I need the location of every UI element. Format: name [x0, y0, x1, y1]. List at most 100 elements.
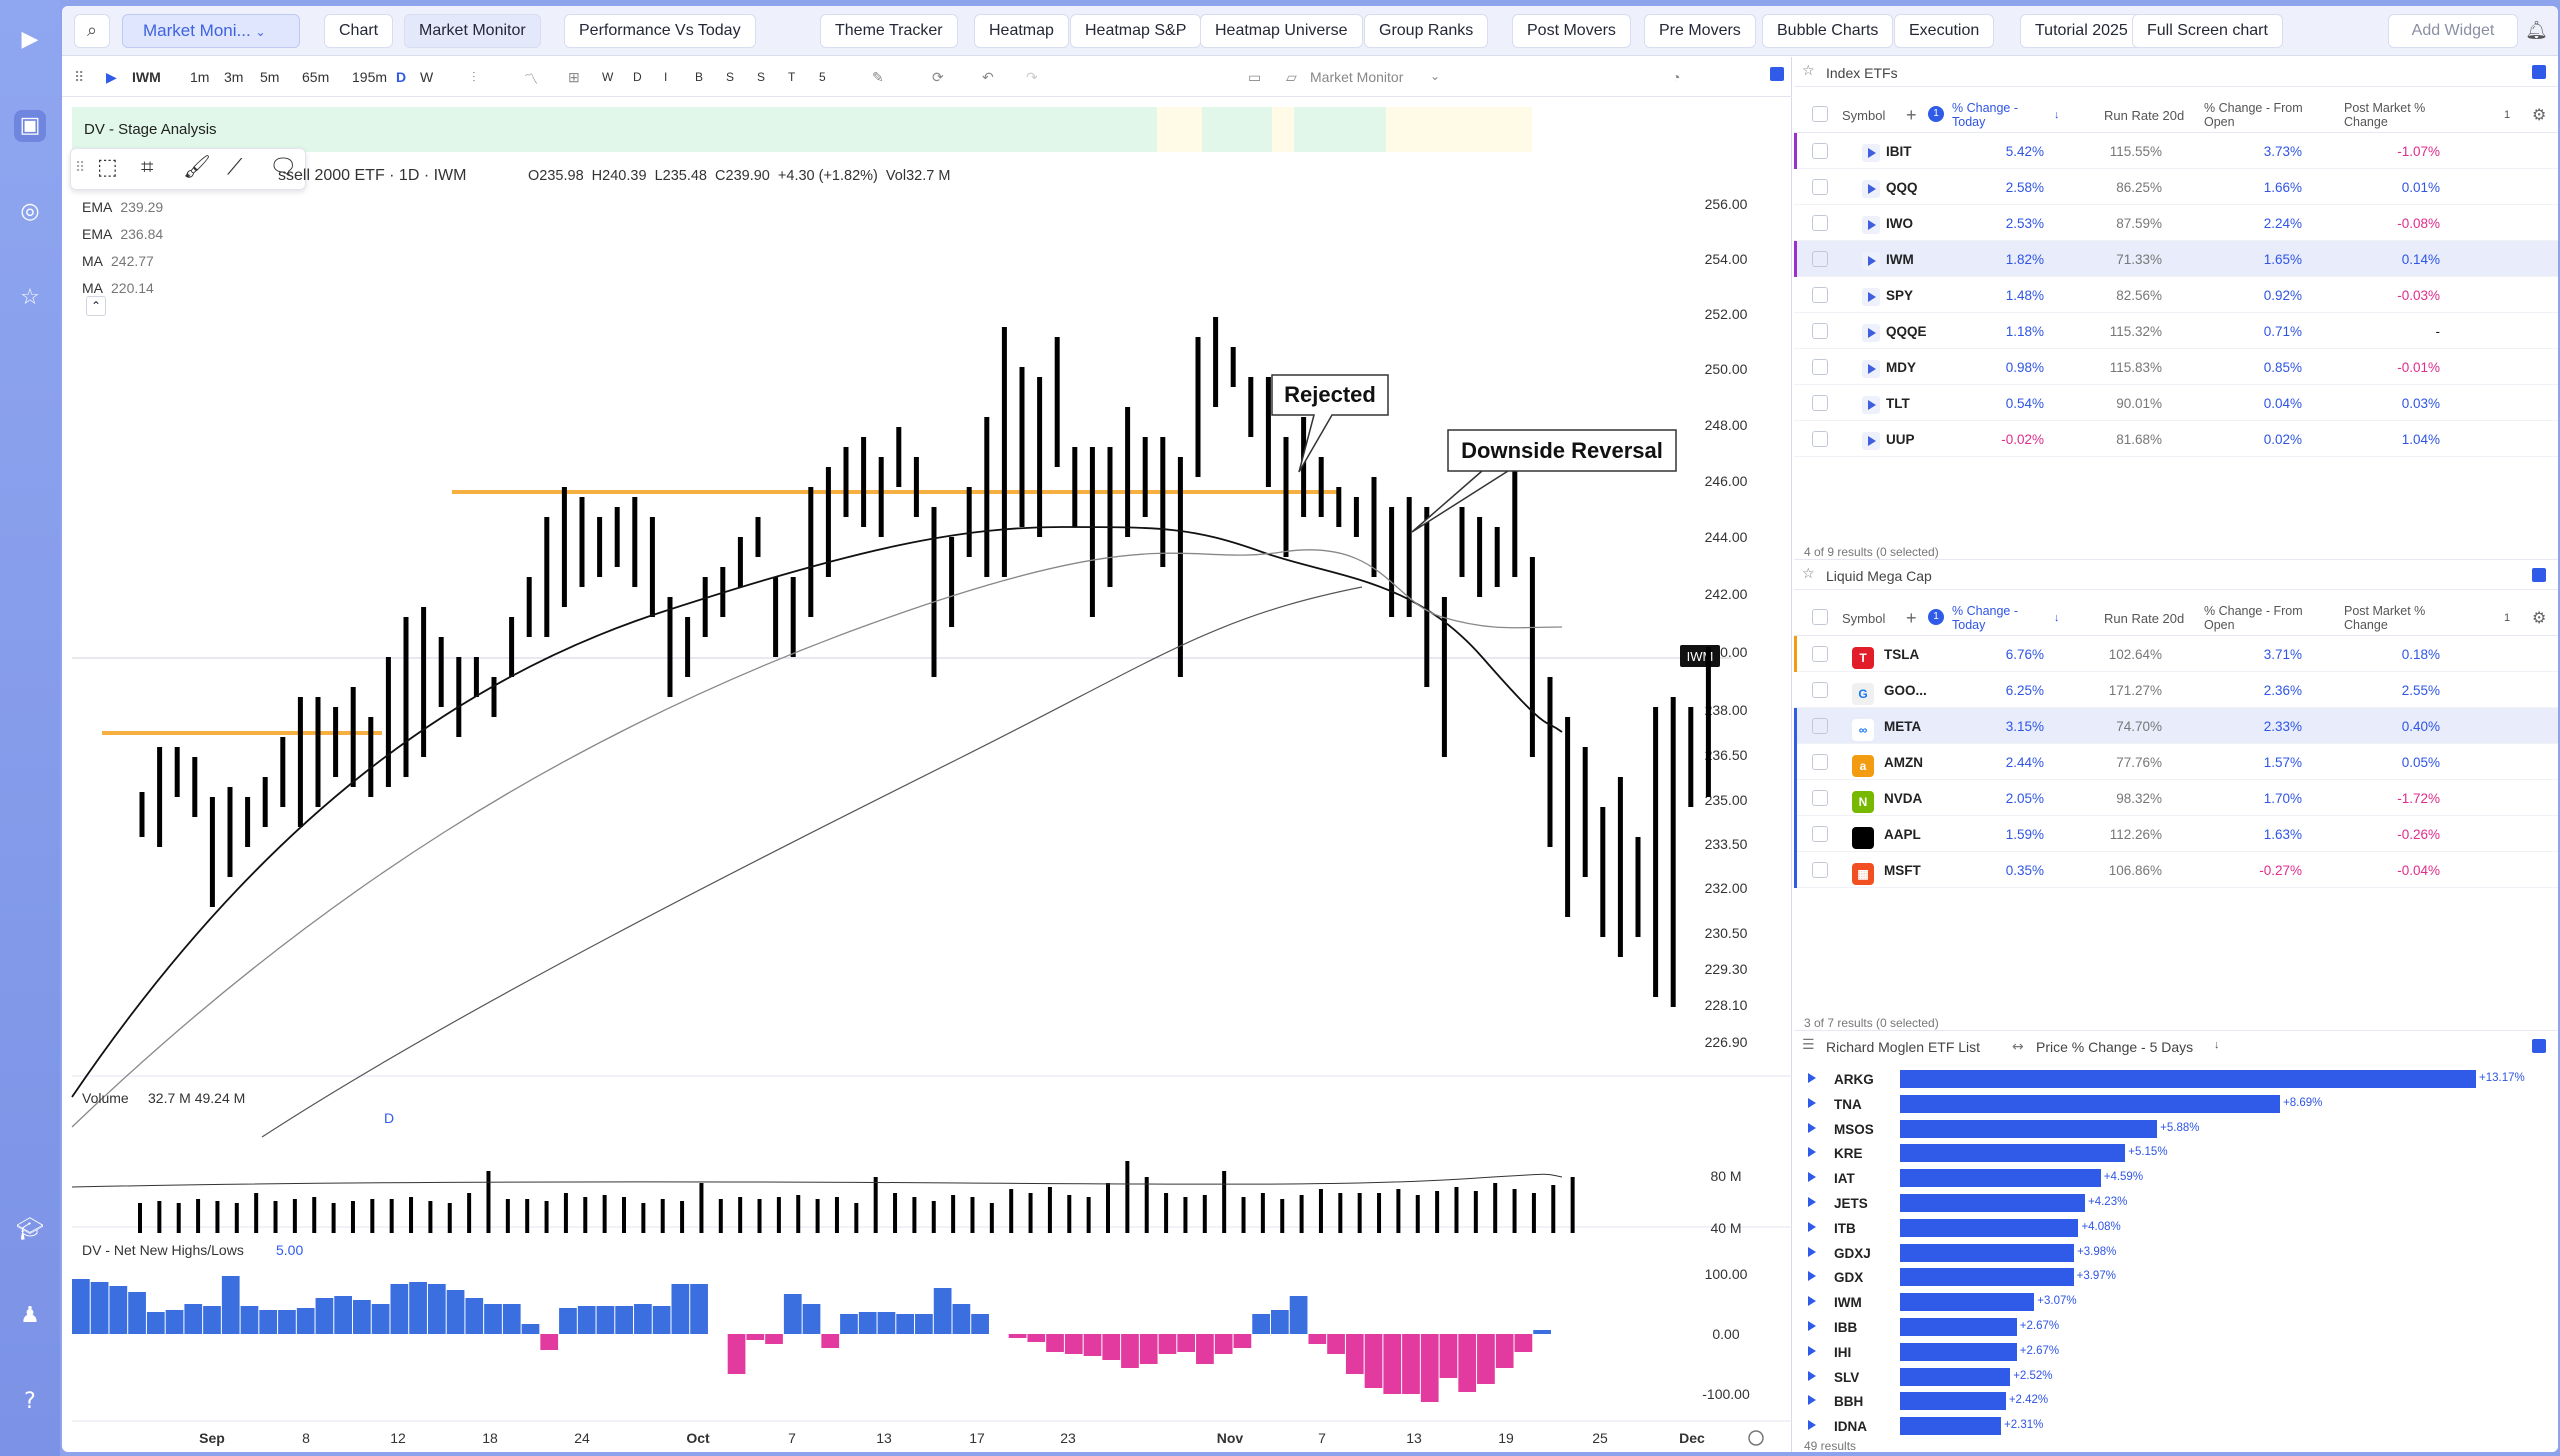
table-row[interactable]: QQQE 1.18% 115.32% 0.71% - [1794, 313, 2558, 349]
symbol-cell[interactable]: IWO [1886, 216, 1913, 231]
table-row[interactable]: ∞ META 3.15% 74.70% 2.33% 0.40% [1794, 708, 2558, 744]
etf-bar-row[interactable]: IWM +3.07% [1794, 1290, 2558, 1315]
play-icon[interactable] [1808, 1122, 1816, 1133]
col-change-open[interactable]: % Change - From Open [2204, 604, 2303, 632]
play-icon[interactable] [1808, 1172, 1816, 1183]
indicator-legend-row[interactable]: MA 242.77 [82, 253, 154, 269]
etf-bar-row[interactable]: BBH +2.42% [1794, 1389, 2558, 1414]
row-checkbox[interactable] [1812, 826, 1828, 842]
layout-grid-icon[interactable]: ⊞ [568, 69, 580, 85]
etf-bar-row[interactable]: IDNA +2.31% [1794, 1414, 2558, 1437]
weekday-filter[interactable]: T [788, 70, 796, 84]
weekday-filter[interactable]: B [695, 70, 704, 84]
interval-w[interactable]: W [420, 69, 434, 85]
select-all-checkbox[interactable] [1812, 609, 1828, 625]
bell-icon[interactable]: 🔔︎ [2525, 20, 2548, 41]
tab-full-screen-chart[interactable]: Full Screen chart [2132, 14, 2283, 48]
metric-selector[interactable]: Price % Change - 5 Days [2036, 1039, 2194, 1055]
indicator-legend-row[interactable]: EMA 239.29 [82, 199, 163, 215]
symbol-cell[interactable]: IWM [1886, 252, 1914, 267]
redo-icon[interactable]: ↷ [1026, 69, 1038, 85]
rectangle-tool-icon[interactable]: ⬚ [97, 155, 118, 180]
tab-tutorial-2025[interactable]: Tutorial 2025 [2020, 14, 2143, 48]
interval-5m[interactable]: 5m [260, 69, 280, 85]
weekday-filter[interactable]: D [633, 70, 642, 84]
symbol-cell[interactable]: META [1884, 719, 1922, 734]
col-run-rate[interactable]: Run Rate 20d [2104, 108, 2185, 123]
etf-bar-row[interactable]: SLV +2.52% [1794, 1365, 2558, 1390]
feed-icon[interactable]: ◎ [20, 199, 40, 224]
play-icon[interactable] [1862, 432, 1880, 450]
row-checkbox[interactable] [1812, 179, 1828, 195]
col-change-today[interactable]: % Change - Today [1952, 101, 2019, 129]
symbol-cell[interactable]: GOO... [1884, 683, 1927, 698]
indicator-legend-row[interactable]: MA 220.14 [82, 280, 154, 296]
play-icon[interactable] [1808, 1296, 1816, 1307]
table-row[interactable]: IWM 1.82% 71.33% 1.65% 0.14% [1794, 241, 2558, 277]
row-checkbox[interactable] [1812, 143, 1828, 159]
etf-bar-row[interactable]: IHI +2.67% [1794, 1340, 2558, 1365]
star-icon[interactable]: ☆ [1802, 566, 1815, 582]
col-symbol[interactable]: Symbol [1842, 611, 1886, 626]
add-column-icon[interactable]: + [1906, 105, 1917, 125]
etf-bar-row[interactable]: IAT +4.59% [1794, 1166, 2558, 1191]
account-icon[interactable]: ♟ [20, 1303, 40, 1328]
tab-execution[interactable]: Execution [1894, 14, 1995, 48]
weekday-filter[interactable]: S [726, 70, 735, 84]
indicators-icon[interactable]: ⫶ [472, 69, 476, 85]
play-icon[interactable] [1808, 1073, 1816, 1083]
tab-heatmap-s-p[interactable]: Heatmap S&P [1070, 14, 1202, 48]
play-icon[interactable] [1862, 180, 1880, 198]
tab-performance-vs-today[interactable]: Performance Vs Today [564, 14, 756, 48]
etf-bar-row[interactable]: IBB +2.67% [1794, 1315, 2558, 1340]
sort-desc-icon[interactable]: ↓ [2054, 612, 2060, 624]
row-checkbox[interactable] [1812, 646, 1828, 662]
etf-bar-row[interactable]: MSOS +5.88% [1794, 1117, 2558, 1142]
row-checkbox[interactable] [1812, 251, 1828, 267]
table-row[interactable]: IBIT 5.42% 115.55% 3.73% -1.07% [1794, 133, 2558, 169]
col-change-open[interactable]: % Change - From Open [2204, 101, 2303, 129]
row-checkbox[interactable] [1812, 359, 1828, 375]
add-widget-button[interactable]: Add Widget [2388, 14, 2518, 48]
play-icon[interactable] [1862, 396, 1880, 414]
play-icon[interactable] [1808, 1345, 1816, 1356]
row-checkbox[interactable] [1812, 431, 1828, 447]
star-icon[interactable]: ☆ [1802, 63, 1815, 79]
play-icon[interactable] [1808, 1395, 1816, 1406]
row-checkbox[interactable] [1812, 754, 1828, 770]
brush-tool-icon[interactable]: 🖌︎ [183, 155, 211, 180]
tab-market-monitor[interactable]: Market Monitor [404, 14, 541, 48]
play-icon[interactable] [1862, 252, 1880, 270]
alert-icon[interactable]: ◔ [1672, 69, 1681, 85]
row-checkbox[interactable] [1812, 395, 1828, 411]
row-checkbox[interactable] [1812, 323, 1828, 339]
interval-195m[interactable]: 195m [352, 69, 388, 85]
play-icon[interactable] [1808, 1221, 1816, 1232]
table-row[interactable]: QQQ 2.58% 86.25% 1.66% 0.01% [1794, 169, 2558, 205]
table-row[interactable]: N NVDA 2.05% 98.32% 1.70% -1.72% [1794, 780, 2558, 816]
tab-post-movers[interactable]: Post Movers [1512, 14, 1631, 48]
link-indicator[interactable] [2532, 1039, 2546, 1053]
sync-indicator[interactable] [1770, 67, 1784, 81]
row-checkbox[interactable] [1812, 215, 1828, 231]
symbol-cell[interactable]: MDY [1886, 360, 1916, 375]
symbol-cell[interactable]: TLT [1886, 396, 1910, 411]
play-icon[interactable] [1862, 288, 1880, 306]
gear-icon[interactable]: ⚙ [2532, 105, 2547, 124]
row-checkbox[interactable] [1812, 287, 1828, 303]
drag-handle-icon[interactable]: ⠿ [74, 69, 85, 85]
tab-chart[interactable]: Chart [324, 14, 394, 48]
etf-bar-row[interactable]: GDXJ +3.98% [1794, 1241, 2558, 1266]
price-chart[interactable]: 256.00254.00252.00250.00248.00246.00244.… [62, 57, 1792, 1452]
tab-pre-movers[interactable]: Pre Movers [1644, 14, 1756, 48]
interval-1m[interactable]: 1m [190, 69, 210, 85]
etf-bar-row[interactable]: JETS +4.23% [1794, 1191, 2558, 1216]
select-all-checkbox[interactable] [1812, 106, 1828, 122]
symbol-cell[interactable]: IBIT [1886, 144, 1912, 159]
symbol-cell[interactable]: QQQ [1886, 180, 1918, 195]
symbol-cell[interactable]: UUP [1886, 432, 1915, 447]
play-icon[interactable] [1808, 1321, 1816, 1331]
weekday-filter[interactable]: S [757, 70, 766, 84]
play-icon[interactable] [1808, 1370, 1816, 1381]
line-tool-icon[interactable]: ⟋ [227, 155, 243, 180]
